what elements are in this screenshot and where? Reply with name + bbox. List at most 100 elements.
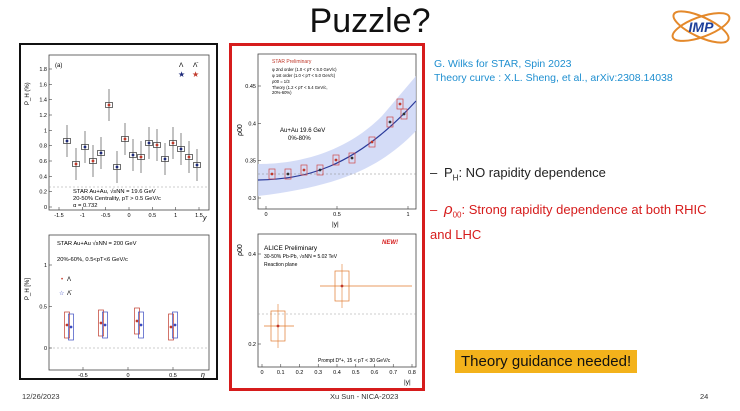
panel-c-y-tick-label: 0.45 (245, 84, 256, 90)
panel-b-marker (99, 321, 103, 325)
panel-c-sys-box (284, 168, 292, 180)
panel-c-marker (402, 112, 406, 116)
panel-c-xlabel: |y| (332, 221, 339, 228)
panel-b-ylabel: P_H [%] (25, 278, 31, 300)
panel-b-marker (69, 325, 73, 329)
panel-c-marker (350, 156, 354, 160)
panel-d-x-tick-label: 0.8 (408, 370, 416, 376)
panel-d-particle: Prompt D*+, 15 < pT < 30 GeV/c (318, 358, 391, 364)
panel-a-marker (155, 143, 159, 147)
panel-a-marker (91, 159, 95, 163)
bullet-ph: – PH: NO rapidity dependence (430, 165, 606, 183)
panel-a-legend-lambda: Λ (179, 62, 184, 69)
panel-b-sys-box (172, 311, 178, 339)
panel-a-sys-box (63, 138, 71, 144)
panel-a-y-tick-label: 1.6 (39, 82, 47, 88)
panel-a-marker (74, 162, 78, 166)
panel-d-system: 30-50% Pb-Pb, √sNN = 5.02 TeV (264, 253, 338, 260)
panel-c-y-tick-label: 0.35 (245, 159, 256, 165)
panel-a-sys-box (72, 161, 80, 167)
panel-a-sys-box (113, 164, 121, 170)
panel-b-sys-box (138, 311, 144, 339)
panel-b-y-tick-label: 0.5 (39, 305, 47, 311)
panel-b-y-ticks: 00.51 (39, 263, 52, 352)
imp-logo: IMP (671, 10, 731, 44)
panel-d-x-tick-label: 0.6 (371, 370, 379, 376)
panel-a-x-tick-label: -0.5 (101, 213, 110, 219)
panel-b-legend-antilambda: Λ̄ (67, 291, 72, 297)
panel-a-sys-box (137, 154, 145, 160)
panel-d-ylabel: ρ00 (237, 244, 244, 256)
panel-a-legend-star-blue: ★ (178, 70, 185, 79)
panel-d-x-ticks: 0 0.1 0.2 0.3 0.4 0.5 0.6 0.7 0.8 (260, 364, 416, 376)
panel-b-marker (169, 325, 173, 329)
panel-a-marker (187, 155, 191, 159)
panel-b-sys-box (64, 311, 70, 339)
panel-a-data-points (63, 89, 201, 183)
panel-b-data-points (64, 307, 178, 341)
panel-a-marker (131, 153, 135, 157)
panel-a-x-tick-label: -1 (80, 213, 85, 219)
panel-a-marker (107, 103, 111, 107)
panel-d-xlabel: |y| (404, 379, 411, 386)
panel-c-y-tick-label: 0.4 (248, 121, 256, 127)
panel-c-sys-box (400, 108, 408, 120)
panel-d-x-tick-label: 0.5 (352, 370, 360, 376)
panel-a-marker (147, 141, 151, 145)
panel-d-y-ticks: 0.2 0.4 (248, 252, 261, 348)
panel-b-annotation-2: 20%-60%, 0.5<pT<6 GeV/c (57, 257, 128, 263)
panel-c-sys-box (368, 136, 376, 148)
panel-a-sys-box (97, 150, 105, 156)
panel-c-y-tick-label: 0.3 (248, 196, 256, 202)
panel-b-sys-box (134, 307, 140, 335)
panel-c-sys-box (316, 164, 324, 176)
panel-b-marker (135, 319, 139, 323)
panel-a-ylabel: P_H (%) (25, 82, 31, 105)
panel-b-legend-lambda: Λ (67, 277, 71, 283)
bullet-1-dash: – (430, 165, 438, 180)
panel-a-y-ticks: 0 0.2 0.4 0.6 0.8 1 1.2 1.4 1.6 1.8 (39, 67, 52, 211)
panel-c-marker (398, 102, 402, 106)
svg-text:☆: ☆ (59, 290, 64, 297)
panel-b-x-tick-label: -0.5 (78, 373, 87, 378)
panel-c-system: Au+Au 19.6 GeV (280, 128, 325, 134)
panel-a-marker (115, 165, 119, 169)
panel-c-x-tick-label: 1 (406, 212, 409, 218)
panel-a-annotation-3: α = 0.732 (73, 203, 97, 209)
panel-c-legend-1: φ 2nd order (1.0 < pT < 5.0 GeV/c) (272, 67, 337, 72)
panel-c-x-tick-label: 0.5 (333, 212, 341, 218)
panel-c-marker (286, 172, 290, 176)
panel-a-y-tick-label: 0.6 (39, 159, 47, 165)
panel-a-marker (123, 137, 127, 141)
panel-a-xlabel: y (202, 215, 207, 222)
middle-figure-frame: STAR Preliminary φ 2nd order (1.0 < pT <… (229, 43, 425, 391)
panel-a-tag: (a) (55, 63, 62, 69)
panel-b-x-ticks: -0.5 0 0.5 (78, 367, 177, 379)
panel-c-legend-3: ρ00 = 1/3 (272, 79, 290, 84)
panel-a-sys-box (185, 154, 193, 160)
panel-a-x-tick-label: 1.5 (195, 213, 203, 219)
panel-b-marker (103, 323, 107, 327)
bullet-2-dash: – (430, 202, 438, 217)
panel-c-data-points (268, 98, 408, 180)
panel-d-plane: Reaction plane (264, 262, 298, 268)
panel-c-x-ticks: 0 0.5 1 (264, 206, 410, 218)
left-figure-frame: (a) P_H (%) y 0 0.2 0.4 0.6 0.8 1 1.2 1.4 1.6 1.8… (19, 43, 218, 380)
panel-a-sys-box (193, 162, 201, 168)
panel-d-title: ALICE Preliminary (264, 245, 318, 252)
panel-c-centrality: 0%-80% (288, 136, 311, 142)
footer-date: 12/26/2023 (22, 392, 60, 401)
footer-center: Xu Sun - NICA-2023 (330, 392, 399, 401)
panel-d-y-tick-label: 0.2 (248, 342, 256, 348)
panel-a-marker (65, 139, 69, 143)
credit-line-2: Theory curve : X.L. Sheng, et al., arXiv… (434, 72, 673, 84)
bullet-2-sub: 00 (452, 210, 462, 220)
panel-a-marker (195, 163, 199, 167)
panel-c-marker (388, 120, 392, 124)
panel-c-legend-2: φ 1st order (1.0 < pT < 5.0 GeV/c) (272, 73, 336, 78)
panel-a-y-tick-label: 0.4 (39, 174, 47, 180)
panel-a-x-tick-label: 0.5 (149, 213, 157, 219)
panel-c-sys-box (396, 98, 404, 110)
panel-a-marker (83, 145, 87, 149)
panel-b-annotation-1: STAR Au+Au √sNN = 200 GeV (57, 240, 137, 247)
